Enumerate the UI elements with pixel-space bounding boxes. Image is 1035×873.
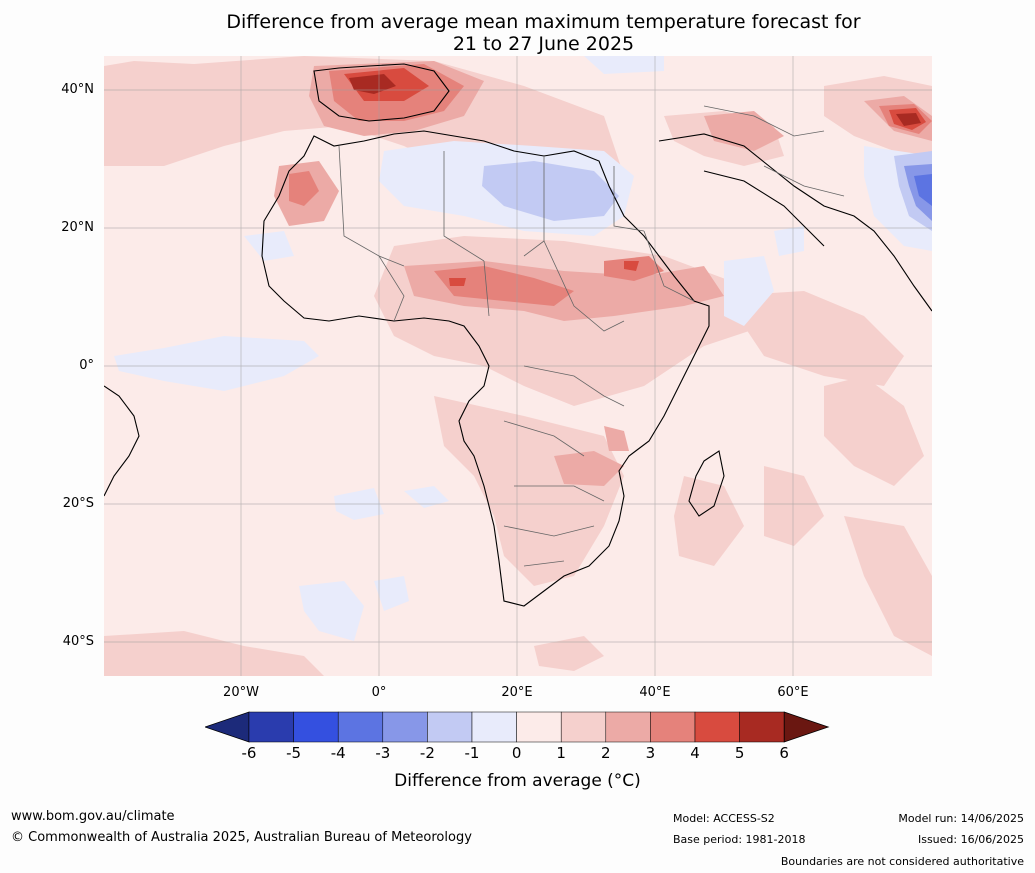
coastlines <box>104 63 932 607</box>
lat-label-40s: 40°S <box>62 634 94 649</box>
colorbar-tick-label: 5 <box>734 744 745 762</box>
forecast-map <box>104 56 932 676</box>
colorbar-bin <box>382 711 428 743</box>
colorbar-tick-label: 0 <box>511 744 522 762</box>
colorbar-bin <box>471 711 517 743</box>
colorbar-tick-label: -3 <box>375 744 391 762</box>
colorbar-tick-label: -5 <box>286 744 302 762</box>
map-title-line2: 21 to 27 June 2025 <box>452 33 635 55</box>
country-borders <box>338 105 845 567</box>
footer-base-period: Base period: 1981-2018 <box>673 833 806 846</box>
colorbar-tick-label: -2 <box>419 744 435 762</box>
colorbar-bin <box>248 711 294 743</box>
footer-disclaimer: Boundaries are not considered authoritat… <box>780 855 1024 868</box>
colorbar-bin <box>516 711 562 743</box>
colorbar <box>205 711 830 743</box>
colorbar-tick-label: -6 <box>241 744 257 762</box>
graticule <box>104 56 932 676</box>
colorbar-bin <box>427 711 473 743</box>
colorbar-tick-label: 2 <box>601 744 611 762</box>
colorbar-tick-label: 1 <box>556 744 566 762</box>
colorbar-bin <box>739 711 785 743</box>
colorbar-extension-high <box>783 711 830 743</box>
colorbar-tick-label: -1 <box>464 744 480 762</box>
lat-label-20n: 20°N <box>61 220 94 235</box>
footer-issued: Issued: 16/06/2025 <box>917 833 1024 846</box>
footer-copyright: © Commonwealth of Australia 2025, Austra… <box>11 830 472 845</box>
colorbar-bin <box>694 711 740 743</box>
colorbar-bin <box>605 711 651 743</box>
colorbar-tick-label: 6 <box>779 744 789 762</box>
lat-label-40n: 40°N <box>61 82 94 97</box>
lon-label-60e: 60°E <box>777 685 809 700</box>
anomaly-plus5-regions <box>349 74 921 126</box>
colorbar-label: Difference from average (°C) <box>394 771 641 791</box>
lon-label-20w: 20°W <box>223 685 259 700</box>
colorbar-tick-label: 4 <box>690 744 700 762</box>
lon-label-20e: 20°E <box>501 685 533 700</box>
footer-model-run: Model run: 14/06/2025 <box>898 812 1024 825</box>
colorbar-extension-low <box>205 711 250 743</box>
lat-label-20s: 20°S <box>62 496 94 511</box>
anomaly-minus4-regions <box>914 174 932 206</box>
colorbar-bin <box>650 711 696 743</box>
footer-model: Model: ACCESS-S2 <box>673 812 775 825</box>
colorbar-bin <box>560 711 607 743</box>
footer-website: www.bom.gov.au/climate <box>11 809 175 824</box>
colorbar-bin <box>337 711 384 743</box>
colorbar-tick-label: 3 <box>645 744 656 762</box>
colorbar-tick-label: -4 <box>330 744 346 762</box>
map-title-line1: Difference from average mean maximum tem… <box>226 11 861 33</box>
lon-label-0: 0° <box>371 685 387 700</box>
lon-label-40e: 40°E <box>639 685 671 700</box>
colorbar-bin <box>293 711 339 743</box>
lat-label-eq: 0° <box>79 358 94 373</box>
